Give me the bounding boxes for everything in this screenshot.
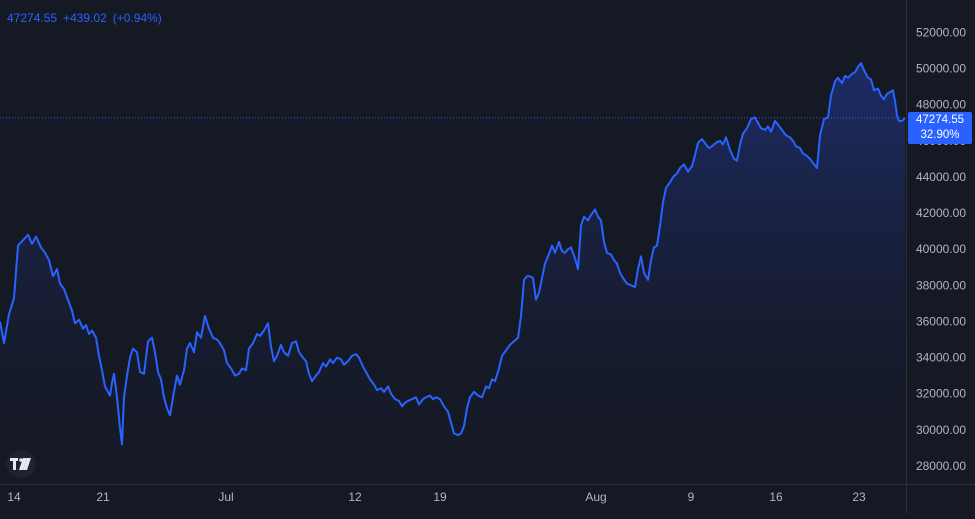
y-tick-label: 32000.00 — [916, 387, 966, 401]
x-tick-label: 19 — [433, 490, 447, 504]
y-tick-label: 28000.00 — [916, 459, 966, 473]
y-tick-label: 50000.00 — [916, 62, 966, 76]
price-series-line[interactable] — [0, 62, 906, 446]
y-tick-label: 44000.00 — [916, 170, 966, 184]
time-axis[interactable]: 14 21 Jul 12 19 Aug 9 16 23 — [7, 490, 866, 504]
price-axis[interactable]: 52000.0050000.0048000.0046000.0044000.00… — [916, 26, 966, 473]
tradingview-logo-icon[interactable] — [6, 450, 36, 478]
x-tick-label: 21 — [96, 490, 110, 504]
x-tick-label: 12 — [348, 490, 362, 504]
x-tick-label: 14 — [7, 490, 21, 504]
last-price-tag: 47274.55 32.90% — [908, 112, 972, 144]
y-tick-label: 40000.00 — [916, 242, 966, 256]
y-tick-label: 36000.00 — [916, 314, 966, 328]
y-tick-label: 30000.00 — [916, 423, 966, 437]
x-tick-label: Jul — [218, 490, 233, 504]
legend-change: +439.02 — [63, 11, 107, 25]
x-tick-label: 16 — [769, 490, 783, 504]
x-tick-label: 23 — [852, 490, 866, 504]
y-tick-label: 52000.00 — [916, 26, 966, 40]
legend-change-pct: (+0.94%) — [112, 11, 162, 25]
area-fill-layer — [0, 63, 905, 484]
area-fill — [0, 63, 905, 484]
legend-price: 47274.55 — [7, 11, 58, 25]
x-tick-label: Aug — [585, 490, 606, 504]
y-tick-label: 48000.00 — [916, 98, 966, 112]
price-legend: 47274.55 +439.02 (+0.94%) — [7, 11, 168, 25]
y-tick-label: 34000.00 — [916, 351, 966, 365]
y-tick-label: 38000.00 — [916, 278, 966, 292]
x-tick-label: 9 — [688, 490, 695, 504]
last-price-value: 47274.55 — [916, 114, 964, 126]
series-line-layer — [0, 62, 906, 446]
last-price-percent: 32.90% — [920, 129, 960, 141]
y-tick-label: 42000.00 — [916, 206, 966, 220]
